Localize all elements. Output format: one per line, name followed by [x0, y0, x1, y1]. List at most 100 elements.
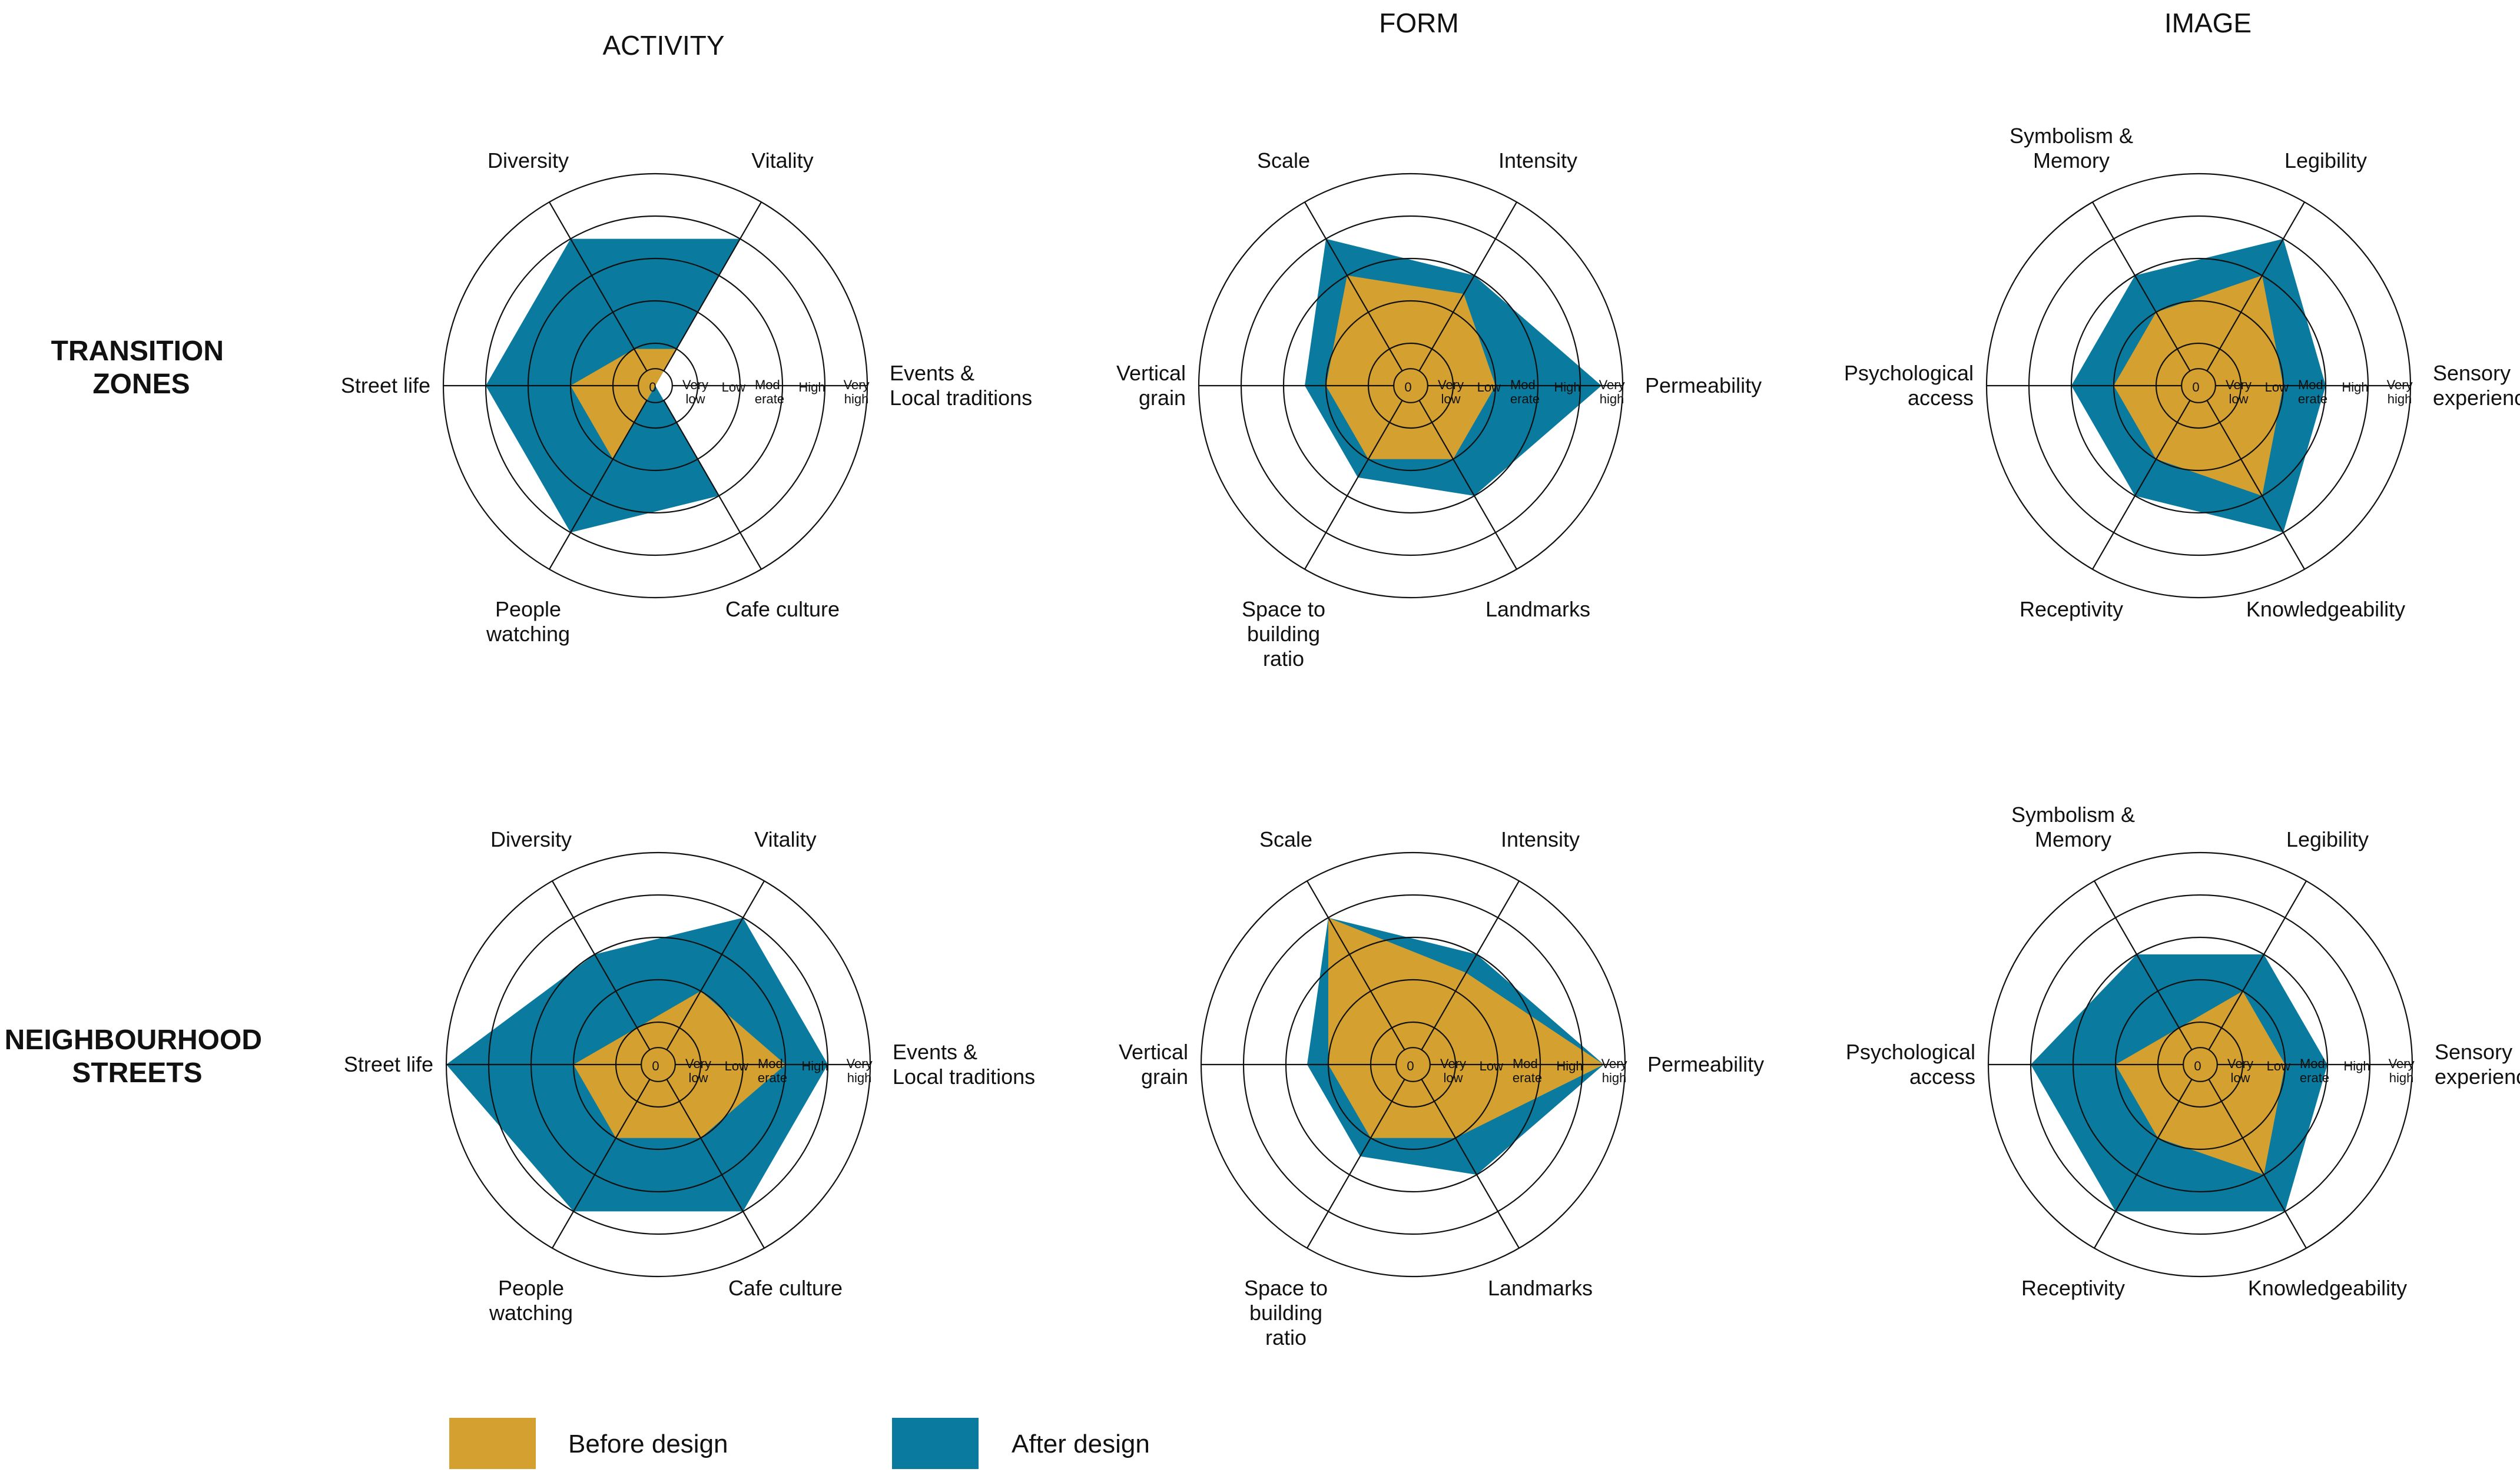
- axis-label-line: Street life: [341, 373, 430, 397]
- level-label-0: 0: [1404, 380, 1411, 394]
- axis-label-line: Scale: [1259, 827, 1312, 851]
- level-label-line: Very: [2389, 1056, 2415, 1071]
- level-label-very-high: Very high: [1601, 1056, 1627, 1085]
- level-label-line: high: [1602, 1070, 1627, 1085]
- level-label-line: 0: [1407, 1059, 1414, 1073]
- row-title-transition-line-2: ZONES: [92, 369, 190, 400]
- axis-label-line: People: [498, 1276, 564, 1300]
- axis-label-receptivity: Receptivity: [2021, 1276, 2125, 1300]
- axis-label-line: Landmarks: [1488, 1276, 1593, 1300]
- level-label-line: High: [801, 1059, 828, 1073]
- level-label-high: High: [798, 380, 825, 394]
- series-area-before-design: [1328, 917, 1604, 1138]
- axis-label-diversity: Diversity: [488, 148, 569, 173]
- level-label-line: low: [2229, 392, 2248, 406]
- column-title-form: FORM: [1379, 8, 1458, 38]
- axis-label-line: access: [1908, 386, 1974, 410]
- level-label-line: low: [685, 392, 705, 406]
- level-label-line: Very: [2226, 377, 2252, 392]
- level-label-line: Low: [2267, 1059, 2290, 1073]
- level-label-line: Low: [725, 1059, 748, 1073]
- axis-label-line: Symbolism &: [2010, 124, 2133, 148]
- level-label-line: Low: [1477, 380, 1501, 394]
- level-label-0: 0: [652, 1059, 659, 1073]
- level-label-very-high: Very high: [847, 1056, 873, 1085]
- axis-label-scale: Scale: [1257, 148, 1310, 173]
- axis-label-line: Permeability: [1647, 1052, 1764, 1076]
- legend: Before design After design: [449, 1418, 1150, 1469]
- level-label-very-low: Very low: [685, 1056, 711, 1085]
- level-label-0: 0: [2194, 1059, 2201, 1073]
- level-label-line: Very: [1438, 377, 1464, 392]
- axis-label-symbolism-and-memory: Symbolism & Memory: [2011, 803, 2135, 851]
- axis-label-line: Vertical: [1116, 361, 1186, 385]
- level-label-line: Very: [1440, 1056, 1466, 1071]
- level-label-line: Very: [2227, 1056, 2253, 1071]
- row-title-neighbourhood-line-1: NEIGHBOURHOOD: [5, 1025, 262, 1056]
- axis-spoke-symbolism-and-memory: [2094, 880, 2193, 1050]
- axis-label-cafe-culture: Cafe culture: [725, 597, 840, 621]
- axis-label-line: Receptivity: [2021, 1276, 2125, 1300]
- axis-label-legibility: Legibility: [2286, 827, 2369, 851]
- axis-label-line: experience: [2435, 1065, 2520, 1089]
- axis-label-vitality: Vitality: [754, 827, 816, 851]
- level-label-line: high: [1600, 392, 1624, 406]
- level-label-low: Low: [722, 380, 745, 394]
- level-label-line: High: [798, 380, 825, 394]
- level-label-line: Mod-: [2298, 377, 2327, 392]
- level-label-low: Low: [1477, 380, 1501, 394]
- level-label-line: erate: [1513, 1070, 1542, 1085]
- axis-label-line: Cafe culture: [728, 1276, 843, 1300]
- axis-spoke-symbolism-and-memory: [2092, 201, 2191, 372]
- axis-label-line: Memory: [2035, 827, 2111, 851]
- axis-label-line: Receptivity: [2020, 597, 2123, 621]
- level-label-very-low: Very low: [1438, 377, 1464, 406]
- axis-label-line: Events &: [893, 1040, 977, 1064]
- level-label-very-high: Very high: [2389, 1056, 2415, 1085]
- axis-label-line: Events &: [890, 361, 974, 385]
- axis-label-line: Intensity: [1498, 148, 1577, 173]
- level-label-high: High: [801, 1059, 828, 1073]
- axis-spoke-knowledgeability: [2206, 400, 2305, 570]
- axis-spoke-intensity: [1421, 880, 1520, 1050]
- level-label-line: High: [2342, 380, 2368, 394]
- level-label-line: Mod-: [1510, 377, 1540, 392]
- axis-spoke-receptivity: [2092, 400, 2191, 570]
- level-label-0: 0: [2192, 380, 2199, 394]
- axis-label-line: Vertical: [1119, 1040, 1188, 1064]
- axis-spoke-intensity: [1418, 201, 1517, 372]
- axis-label-line: Space to: [1242, 597, 1325, 621]
- level-label-line: High: [1554, 380, 1580, 394]
- axis-label-line: Memory: [2033, 148, 2110, 173]
- level-label-line: erate: [755, 392, 784, 406]
- legend-swatch-before-design: [449, 1418, 536, 1469]
- column-title-activity: ACTIVITY: [602, 30, 724, 61]
- column-title-image: IMAGE: [2164, 8, 2252, 38]
- axis-label-line: building: [1247, 622, 1320, 646]
- level-label-very-high: Very high: [844, 377, 870, 406]
- level-label-low: Low: [2267, 1059, 2290, 1073]
- axis-label-line: Intensity: [1501, 827, 1580, 851]
- axis-label-line: Legibility: [2286, 827, 2369, 851]
- axis-label-line: grain: [1141, 1065, 1188, 1089]
- level-label-line: Very: [2387, 377, 2413, 392]
- axis-label-space-to-building-ratio: Space to building ratio: [1242, 597, 1325, 671]
- level-label-mod-erate: Mod-erate: [755, 377, 784, 406]
- axis-spoke-knowledgeability: [2208, 1079, 2307, 1249]
- axis-spoke-people-watching: [549, 400, 648, 570]
- axis-label-line: ratio: [1263, 646, 1304, 671]
- axis-label-line: Scale: [1257, 148, 1310, 173]
- level-label-line: High: [1556, 1059, 1583, 1073]
- level-label-mod-erate: Mod-erate: [758, 1056, 787, 1085]
- axis-label-permeability: Permeability: [1645, 373, 1762, 397]
- axis-spoke-scale: [1307, 880, 1405, 1050]
- level-label-very-low: Very low: [682, 377, 708, 406]
- axis-label-line: Local traditions: [890, 386, 1032, 410]
- series-area-before-design: [2114, 275, 2283, 496]
- axis-spoke-diversity: [552, 880, 651, 1050]
- axis-label-line: experience: [2433, 386, 2520, 410]
- level-label-low: Low: [2265, 380, 2289, 394]
- axis-label-events-and-local-traditions: Events & Local traditions: [893, 1040, 1035, 1089]
